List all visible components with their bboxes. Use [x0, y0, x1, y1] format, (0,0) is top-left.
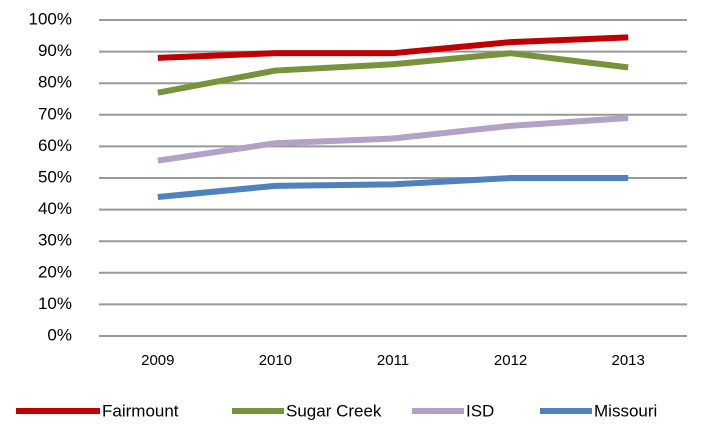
y-tick-label: 50%	[38, 167, 72, 186]
legend-label: Sugar Creek	[286, 401, 382, 420]
y-tick-label: 10%	[38, 294, 72, 313]
series-line	[157, 175, 629, 200]
y-tick-label: 30%	[38, 231, 72, 250]
series-line	[157, 34, 629, 61]
y-tick-label: 20%	[38, 262, 72, 281]
x-tick-label: 2011	[377, 352, 409, 369]
legend-label: Missouri	[594, 401, 657, 420]
legend-label: ISD	[466, 401, 494, 420]
y-tick-label: 60%	[38, 136, 72, 155]
y-tick-label: 80%	[38, 73, 72, 92]
y-tick-label: 40%	[38, 199, 72, 218]
y-tick-label: 0%	[47, 325, 72, 344]
x-tick-label: 2012	[494, 352, 527, 369]
series-line	[157, 50, 629, 96]
x-tick-label: 2010	[259, 352, 292, 369]
y-tick-label: 70%	[38, 104, 72, 123]
series-line	[157, 114, 629, 164]
x-tick-label: 2009	[141, 352, 174, 369]
x-tick-label: 2013	[612, 352, 645, 369]
y-tick-label: 90%	[38, 41, 72, 60]
y-tick-label: 100%	[29, 9, 72, 28]
legend-label: Fairmount	[102, 401, 179, 420]
